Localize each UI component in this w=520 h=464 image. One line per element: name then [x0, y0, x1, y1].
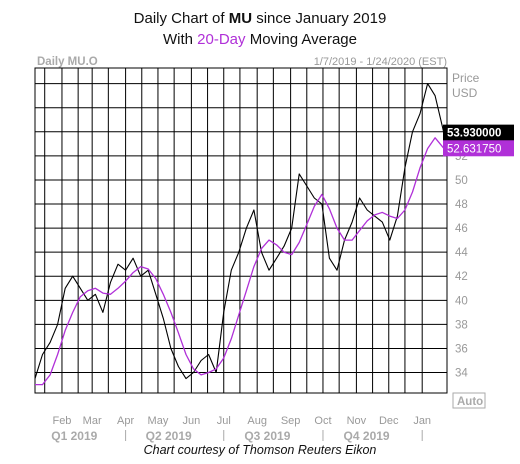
title-symbol: MU: [228, 10, 253, 27]
y-tick-label: 44: [455, 247, 468, 259]
x-month-label: Dec: [379, 415, 399, 427]
y-tick-label: 48: [455, 199, 468, 211]
y-tick-label: 46: [455, 223, 468, 235]
chart-label: Daily MU.O: [37, 56, 98, 68]
y-tick-label: 50: [455, 175, 468, 187]
chart-grid: [34, 67, 448, 394]
y-tick-label: 42: [455, 271, 468, 283]
y-tick-label: 36: [455, 343, 468, 355]
title-line-2: With 20-Day Moving Average: [163, 31, 357, 48]
last-price-label: 53.930000: [447, 128, 501, 140]
x-month-label: Apr: [117, 415, 134, 427]
x-month-label: Mar: [83, 415, 102, 427]
last-price-badge: [443, 124, 514, 141]
x-month-label: Jul: [217, 415, 231, 427]
date-range: 1/7/2019 - 1/24/2020 (EST): [314, 56, 447, 68]
moving-average-line: [35, 137, 445, 386]
y-axis-label-usd: USD: [452, 86, 478, 100]
plot-frame: [34, 67, 448, 394]
x-month-label: Jun: [183, 415, 201, 427]
x-month-label: Feb: [52, 415, 71, 427]
ma-value-badge: [443, 140, 514, 157]
title-line-1: Daily Chart of MU since January 2019: [133, 10, 387, 27]
auto-scale-button[interactable]: [452, 392, 486, 409]
y-tick-label: 34: [455, 368, 468, 380]
x-quarter-label: Q1 2019: [51, 429, 97, 443]
chart-caption: Chart courtesy of Thomson Reuters Eikon: [143, 443, 377, 457]
x-month-label: Aug: [247, 415, 267, 427]
y-tick-label: 38: [455, 319, 468, 331]
x-month-label: Jan: [413, 415, 431, 427]
x-quarter-label: Q3 2019: [244, 429, 290, 443]
title-ma-period: 20-Day: [197, 31, 246, 48]
x-month-label: Oct: [314, 415, 331, 427]
x-month-label: May: [148, 415, 169, 427]
y-axis-label-price: Price: [452, 71, 480, 85]
x-month-label: Sep: [281, 415, 301, 427]
x-quarter-label: Q2 2019: [146, 429, 192, 443]
ma-value-label: 52.631750: [447, 143, 501, 155]
x-month-label: Nov: [347, 415, 367, 427]
auto-scale-button-label[interactable]: Auto: [457, 396, 483, 408]
x-quarter-label: Q4 2019: [344, 429, 390, 443]
price-line: [34, 83, 445, 380]
chart-title-block: Daily Chart of MU since January 2019 Wit…: [0, 8, 520, 50]
y-tick-label: 40: [455, 295, 468, 307]
